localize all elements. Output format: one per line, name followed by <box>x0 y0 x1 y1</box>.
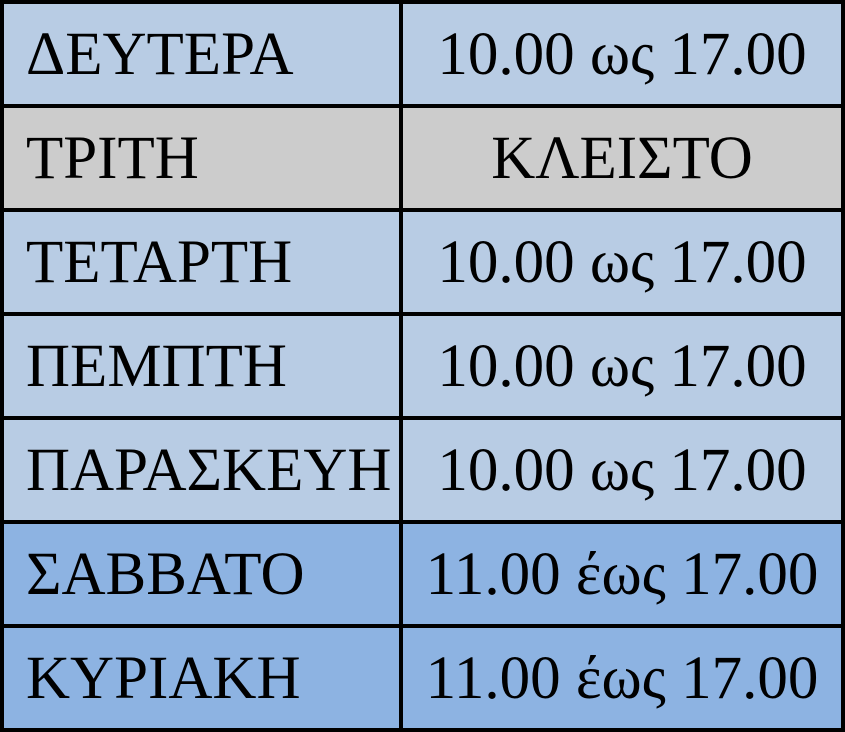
day-cell: ΠΑΡΑΣΚΕΥΗ <box>4 420 399 520</box>
hours-cell: ΚΛΕΙΣΤΟ <box>403 108 841 208</box>
table-row: ΣΑΒΒΑΤΟ 11.00 έως 17.00 <box>4 524 841 624</box>
day-cell: ΤΡΙΤΗ <box>4 108 399 208</box>
hours-cell: 10.00 ως 17.00 <box>403 420 841 520</box>
day-cell: ΣΑΒΒΑΤΟ <box>4 524 399 624</box>
table-row: ΠΕΜΠΤΗ 10.00 ως 17.00 <box>4 316 841 416</box>
hours-cell: 11.00 έως 17.00 <box>403 524 841 624</box>
table-row: ΔΕΥΤΕΡΑ 10.00 ως 17.00 <box>4 4 841 104</box>
hours-cell: 10.00 ως 17.00 <box>403 316 841 416</box>
day-cell: ΔΕΥΤΕΡΑ <box>4 4 399 104</box>
hours-cell: 10.00 ως 17.00 <box>403 212 841 312</box>
hours-cell: 11.00 έως 17.00 <box>403 628 841 728</box>
table-row: ΤΕΤΑΡΤΗ 10.00 ως 17.00 <box>4 212 841 312</box>
day-cell: ΠΕΜΠΤΗ <box>4 316 399 416</box>
table-row: ΠΑΡΑΣΚΕΥΗ 10.00 ως 17.00 <box>4 420 841 520</box>
table-row: ΚΥΡΙΑΚΗ 11.00 έως 17.00 <box>4 628 841 728</box>
hours-cell: 10.00 ως 17.00 <box>403 4 841 104</box>
day-cell: ΤΕΤΑΡΤΗ <box>4 212 399 312</box>
table-row: ΤΡΙΤΗ ΚΛΕΙΣΤΟ <box>4 108 841 208</box>
day-cell: ΚΥΡΙΑΚΗ <box>4 628 399 728</box>
